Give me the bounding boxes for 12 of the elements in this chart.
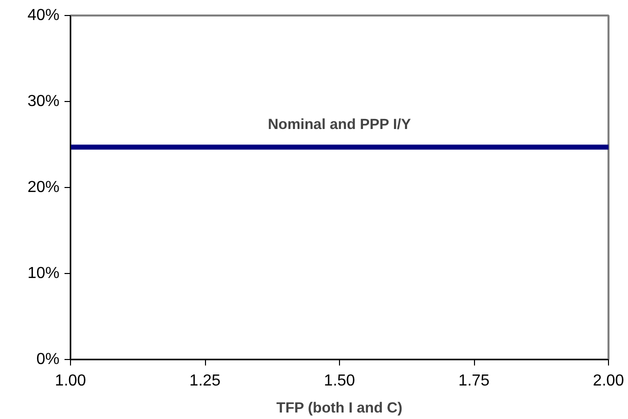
y-tick-label: 10% [27, 265, 60, 282]
y-tick-label: 0% [36, 351, 60, 368]
x-axis-title: TFP (both I and C) [276, 400, 402, 416]
x-tick-label: 1.00 [54, 372, 86, 390]
y-tick-label: 40% [27, 7, 60, 24]
x-tick-label: 2.00 [592, 372, 624, 390]
x-tick-label: 1.25 [189, 372, 221, 390]
series-label: Nominal and PPP I/Y [268, 117, 412, 134]
y-tick-label: 30% [27, 93, 60, 110]
x-tick-label: 1.75 [458, 372, 490, 390]
x-tick-label: 1.50 [324, 372, 356, 390]
y-tick-label: 20% [27, 179, 60, 196]
